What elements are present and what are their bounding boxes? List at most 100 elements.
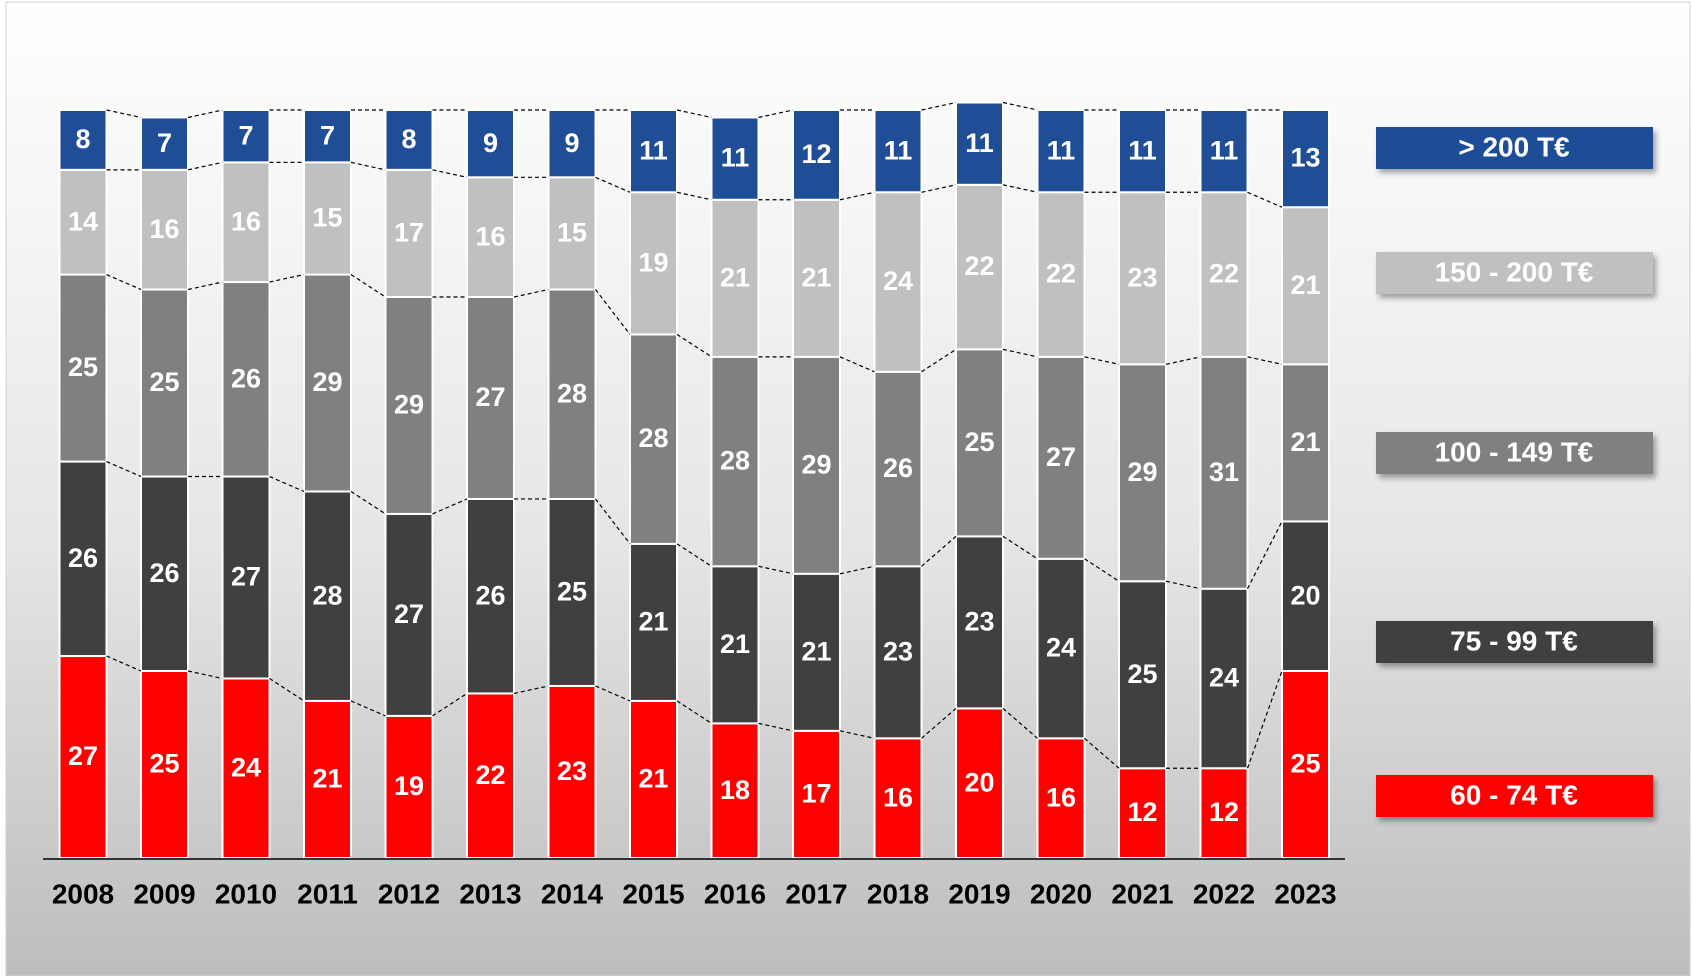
value-label: 16: [231, 206, 261, 236]
value-label: 23: [964, 607, 994, 637]
value-label: 22: [964, 251, 994, 281]
x-tick-label: 2018: [867, 878, 929, 909]
bar-segment: [1281, 109, 1330, 209]
value-label: 29: [801, 449, 831, 479]
value-label: 28: [312, 580, 342, 610]
x-tick-label: 2016: [704, 878, 766, 909]
x-tick-label: 2013: [459, 878, 521, 909]
value-label: 21: [720, 629, 750, 659]
legend-swatch: [1376, 252, 1653, 294]
legend-label: 75 - 99 T€: [1450, 625, 1578, 656]
bar-segment: [547, 288, 597, 500]
value-label: 20: [1290, 580, 1320, 610]
value-label: 11: [965, 128, 994, 158]
value-label: 26: [883, 453, 913, 483]
legend-swatch: [1376, 775, 1653, 817]
bar-segment: [792, 198, 841, 358]
value-label: 16: [883, 782, 913, 812]
value-label: 29: [312, 367, 342, 397]
bar-segment: [629, 542, 678, 702]
legend-label: 60 - 74 T€: [1450, 779, 1578, 810]
bar-segment: [384, 512, 434, 717]
value-label: 27: [394, 599, 424, 629]
connector: [1165, 580, 1201, 590]
bar-segment: [629, 109, 678, 194]
connector: [676, 109, 712, 119]
value-label: 19: [638, 247, 668, 277]
connector: [187, 670, 223, 680]
bar-segment: [466, 296, 515, 500]
connector: [921, 101, 957, 111]
value-label: 21: [1290, 427, 1320, 457]
connector: [269, 273, 305, 283]
x-tick-label: 2020: [1030, 878, 1092, 909]
connector: [595, 685, 631, 702]
bar-segment: [221, 475, 271, 680]
bar-segment: [221, 677, 271, 859]
value-label: 14: [68, 206, 98, 236]
connector: [106, 461, 142, 478]
value-label: 15: [557, 218, 587, 248]
x-tick-label: 2023: [1274, 878, 1336, 909]
connector: [676, 191, 712, 201]
connector: [1084, 737, 1120, 769]
value-label: 25: [1127, 659, 1157, 689]
value-label: 27: [231, 562, 261, 592]
bar-segment: [955, 101, 1004, 186]
connector: [839, 565, 875, 575]
connector: [1246, 670, 1283, 769]
value-label: 27: [475, 382, 505, 412]
value-label: 26: [231, 363, 261, 393]
x-tick-label: 2014: [541, 878, 604, 909]
connector: [513, 288, 549, 298]
value-label: 25: [964, 427, 994, 457]
value-label: 21: [801, 636, 831, 666]
legend-label: 150 - 200 T€: [1435, 256, 1594, 287]
connector: [595, 289, 631, 335]
value-label: 11: [884, 135, 913, 165]
connector: [758, 565, 794, 575]
legend-swatch: [1376, 127, 1653, 169]
connector: [1246, 521, 1283, 589]
bar-segment: [384, 109, 434, 171]
value-label: 16: [475, 221, 505, 251]
value-label: 28: [638, 423, 668, 453]
connector: [758, 722, 794, 732]
bar-segment: [1199, 355, 1249, 590]
bar-segment: [1199, 191, 1249, 358]
x-tick-label: 2011: [297, 878, 358, 909]
value-label: 20: [964, 767, 994, 797]
value-label: 21: [720, 262, 750, 292]
connector: [513, 685, 549, 695]
x-tick-label: 2008: [52, 878, 114, 909]
value-label: 17: [801, 779, 831, 809]
value-label: 27: [1046, 442, 1076, 472]
value-label: 26: [475, 580, 505, 610]
connector: [758, 109, 794, 119]
connector: [1165, 356, 1201, 365]
bar-segment: [710, 116, 760, 201]
connector: [432, 169, 468, 178]
bar-segment: [303, 699, 352, 859]
value-label: 9: [483, 128, 498, 158]
value-label: 24: [1209, 663, 1239, 693]
bar-segment: [140, 288, 189, 478]
connector: [839, 356, 875, 373]
bar-segment: [58, 109, 108, 171]
bar-segment: [1199, 587, 1249, 770]
bar-segment: [140, 168, 189, 291]
bar-segment: [792, 729, 841, 860]
bar-segment: [221, 281, 271, 478]
connector: [595, 176, 631, 193]
bar-segment: [384, 168, 434, 298]
bar-segment: [1281, 363, 1330, 523]
bar-segment: [1281, 670, 1330, 859]
connector: [432, 498, 468, 515]
value-label: 25: [1290, 749, 1320, 779]
value-label: 21: [1290, 270, 1320, 300]
value-label: 21: [638, 764, 668, 794]
value-label: 8: [75, 124, 90, 154]
value-label: 21: [312, 764, 342, 794]
bar-segment: [1036, 737, 1086, 860]
x-tick-label: 2015: [622, 878, 684, 909]
